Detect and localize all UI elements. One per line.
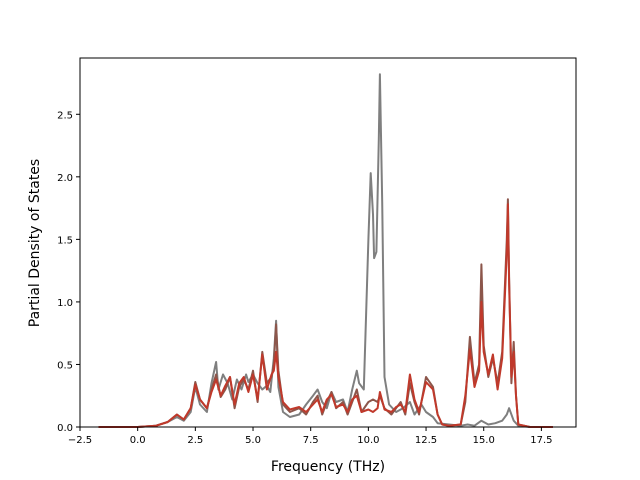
- x-axis: −2.5 0.0 2.5 5.0 7.5 10.0 12.5 15.0 17.5: [68, 427, 553, 446]
- plot-frame: [79, 57, 577, 428]
- series-layer: [98, 73, 553, 428]
- x-tick-label: 7.5: [303, 435, 319, 446]
- y-tick-label: 1.0: [57, 298, 73, 309]
- y-tick-label: 1.5: [57, 235, 73, 246]
- x-tick-label: 5.0: [245, 435, 261, 446]
- x-tick-label: 10.0: [357, 435, 379, 446]
- y-tick-label: 0.0: [57, 423, 73, 434]
- y-tick-label: 2.0: [57, 173, 73, 184]
- series-line-2: [98, 198, 553, 428]
- x-tick-label: 0.0: [130, 435, 146, 446]
- y-axis: 0.0 0.5 1.0 1.5 2.0 2.5: [57, 110, 80, 434]
- x-tick-label: −2.5: [68, 435, 92, 446]
- y-axis-title: Partial Density of States: [27, 159, 43, 327]
- x-tick-label: 15.0: [473, 435, 495, 446]
- x-tick-label: 12.5: [415, 435, 437, 446]
- y-tick-label: 2.5: [57, 110, 73, 121]
- series-line-1: [98, 73, 553, 428]
- x-tick-label: 2.5: [187, 435, 203, 446]
- x-tick-label: 17.5: [530, 435, 552, 446]
- x-axis-title: Frequency (THz): [271, 459, 385, 475]
- series-line-3: [98, 203, 553, 428]
- y-tick-label: 0.5: [57, 360, 73, 371]
